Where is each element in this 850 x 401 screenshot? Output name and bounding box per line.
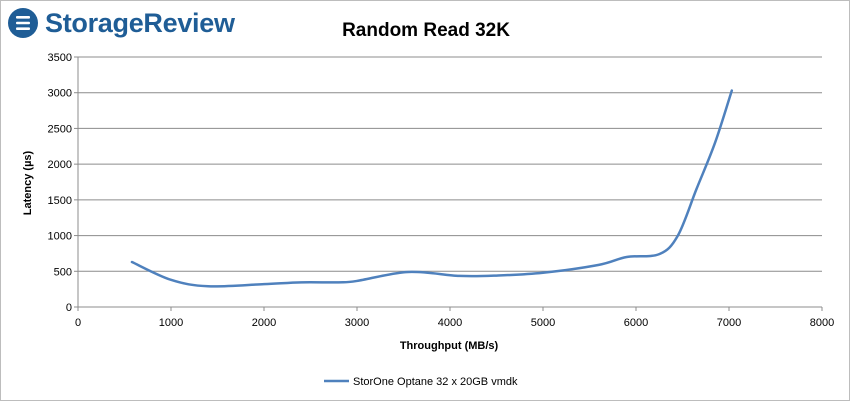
x-tick-label: 1000 [159,317,183,329]
logo: StorageReview [7,5,235,41]
axes [77,57,822,308]
x-tick-label: 2000 [252,317,276,329]
x-tick-label: 0 [75,317,81,329]
logo-text: StorageReview [45,7,235,38]
x-tick-label: 6000 [624,317,648,329]
x-tick-label: 4000 [438,317,462,329]
gridlines [78,56,822,272]
y-tick-label: 0 [66,302,72,314]
series-group [130,89,734,288]
y-tick-label: 2000 [48,159,72,171]
y-tick-label: 3000 [48,88,72,100]
y-tick-label: 2500 [48,123,72,135]
y-axis-label: Latency (µs) [22,150,34,215]
y-tick-label: 1500 [48,195,72,207]
y-tick-label: 3500 [48,52,72,64]
series-line [130,89,734,288]
y-tick-label: 1000 [48,231,72,243]
legend-label: StorOne Optane 32 x 20GB vmdk [353,376,518,388]
chart-title: Random Read 32K [342,20,510,41]
x-tick-label: 7000 [717,317,741,329]
x-tick-label: 5000 [531,317,555,329]
x-tick-label: 3000 [345,317,369,329]
x-axis-ticks: 0 1000 2000 3000 4000 5000 6000 7000 8000 [75,307,834,329]
y-tick-label: 500 [54,266,72,278]
x-tick-label: 8000 [810,317,834,329]
legend: StorOne Optane 32 x 20GB vmdk [324,376,518,388]
y-axis-ticks: 0 500 1000 1500 2000 2500 3000 3500 [48,52,78,314]
x-axis-label: Throughput (MB/s) [400,340,499,352]
storagereview-logo-icon [8,8,38,38]
